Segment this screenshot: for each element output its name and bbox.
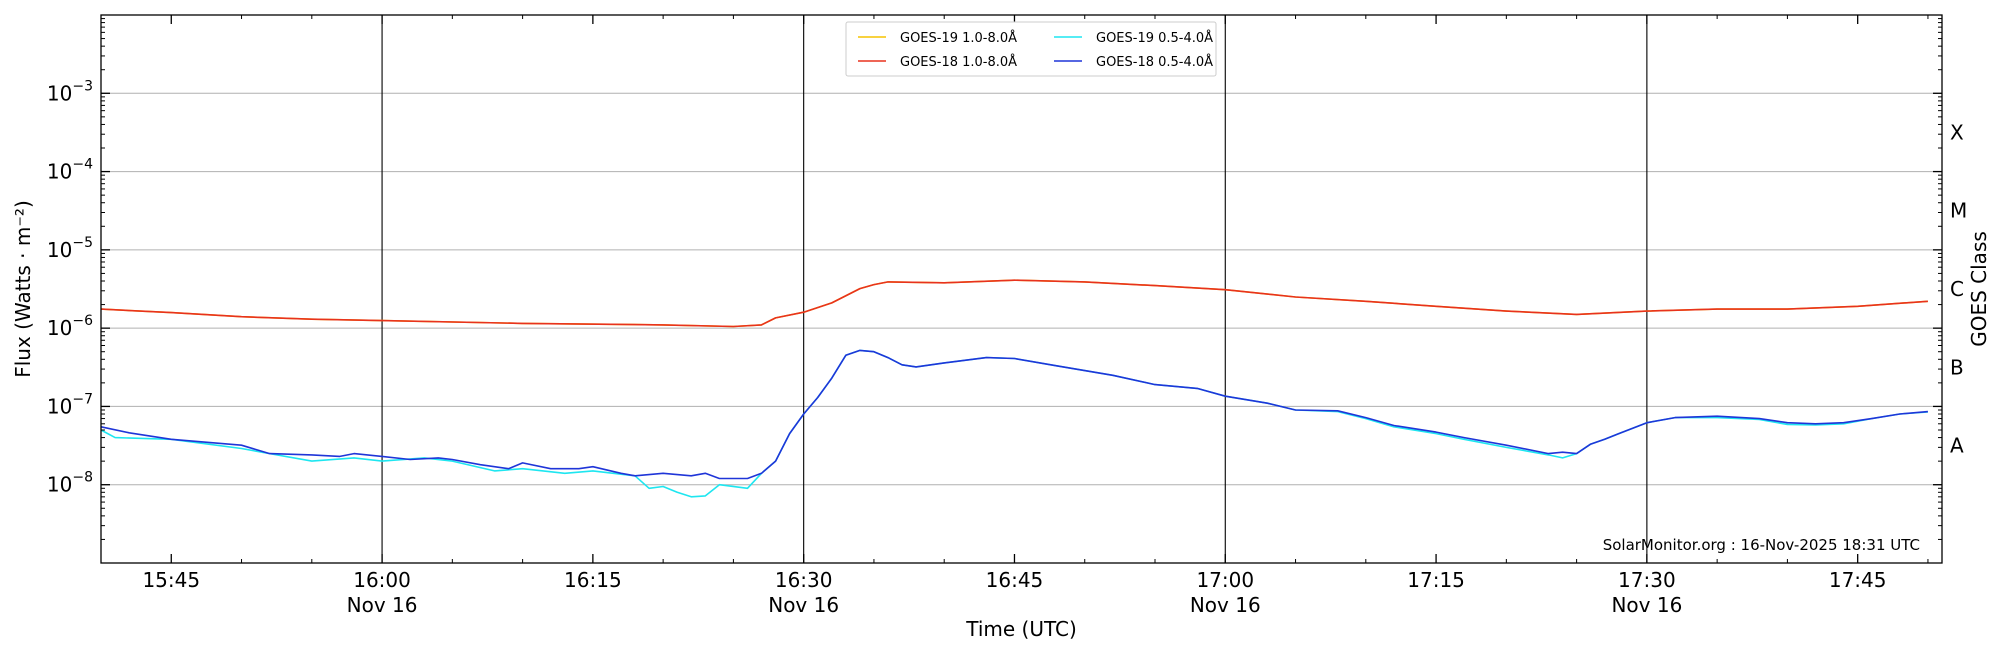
y-tick-mantissa: 10 xyxy=(47,81,72,105)
legend-label: GOES-19 0.5-4.0Å xyxy=(1096,30,1213,46)
y-tick-label: 10−3 xyxy=(47,78,93,105)
plot-frame xyxy=(100,14,1943,564)
y-tick-exponent: −7 xyxy=(72,391,93,407)
y-tick-exponent: −5 xyxy=(72,235,93,251)
x-tick-label: 17:15 xyxy=(1407,568,1465,592)
x-tick-date-label: Nov 16 xyxy=(1611,593,1682,617)
goes-class-axis-title: GOES Class xyxy=(1967,231,1991,347)
legend: GOES-19 1.0-8.0Å GOES-18 1.0-8.0Å GOES-19 … xyxy=(845,21,1217,77)
y-axis-title: Flux (Watts · m⁻²) xyxy=(11,200,35,378)
legend-label: GOES-19 1.0-8.0Å xyxy=(900,30,1017,46)
y-tick-label: 10−4 xyxy=(47,157,93,184)
y-tick-exponent: −4 xyxy=(72,157,93,173)
grid-layer xyxy=(101,92,1942,486)
y-tick-mantissa: 10 xyxy=(47,316,72,340)
y-axis-ticks: 10−810−710−610−510−410−3 xyxy=(47,18,1942,540)
y-tick-mantissa: 10 xyxy=(47,160,72,184)
x-tick-label: 17:30 xyxy=(1618,568,1676,592)
goes-class-label: M xyxy=(1950,199,1967,223)
x-axis-title: Time (UTC) xyxy=(965,617,1077,641)
goes-class-label: X xyxy=(1950,120,1964,144)
legend-label: GOES-18 1.0-8.0Å xyxy=(900,54,1017,70)
x-tick-label: 17:00 xyxy=(1196,568,1254,592)
y-tick-mantissa: 10 xyxy=(47,473,72,497)
y-tick-label: 10−6 xyxy=(47,313,93,340)
series-line-0 xyxy=(100,279,1928,328)
y-tick-exponent: −3 xyxy=(72,78,93,94)
y-tick-label: 10−5 xyxy=(47,235,93,262)
y-tick-label: 10−8 xyxy=(47,470,93,497)
y-tick-exponent: −6 xyxy=(72,313,93,329)
goes-class-label: C xyxy=(1950,277,1964,301)
y-tick-mantissa: 10 xyxy=(47,394,72,418)
goes-class-labels: A B C M X xyxy=(1950,120,1967,457)
series-line-2 xyxy=(100,349,1928,498)
credit-text: SolarMonitor.org : 16-Nov-2025 18:31 UTC xyxy=(1603,536,1920,554)
goes-class-label: A xyxy=(1950,434,1964,458)
x-tick-date-label: Nov 16 xyxy=(347,593,418,617)
x-tick-label: 16:00 xyxy=(353,568,411,592)
goes-class-label: B xyxy=(1950,355,1964,379)
series-line-1 xyxy=(100,279,1928,328)
x-tick-label: 16:15 xyxy=(564,568,622,592)
series-line-3 xyxy=(100,349,1928,480)
series-layer xyxy=(100,279,1928,498)
x-tick-label: 16:30 xyxy=(775,568,833,592)
y-tick-exponent: −8 xyxy=(72,470,93,486)
legend-label: GOES-18 0.5-4.0Å xyxy=(1096,54,1213,70)
y-tick-mantissa: 10 xyxy=(47,238,72,262)
x-tick-label: 16:45 xyxy=(986,568,1044,592)
x-tick-date-label: Nov 16 xyxy=(1190,593,1261,617)
x-tick-date-label: Nov 16 xyxy=(768,593,839,617)
x-tick-label: 17:45 xyxy=(1829,568,1887,592)
x-tick-label: 15:45 xyxy=(142,568,200,592)
legend-box xyxy=(845,21,1217,77)
vertical-day-lines xyxy=(381,15,1648,563)
y-tick-label: 10−7 xyxy=(47,391,93,418)
